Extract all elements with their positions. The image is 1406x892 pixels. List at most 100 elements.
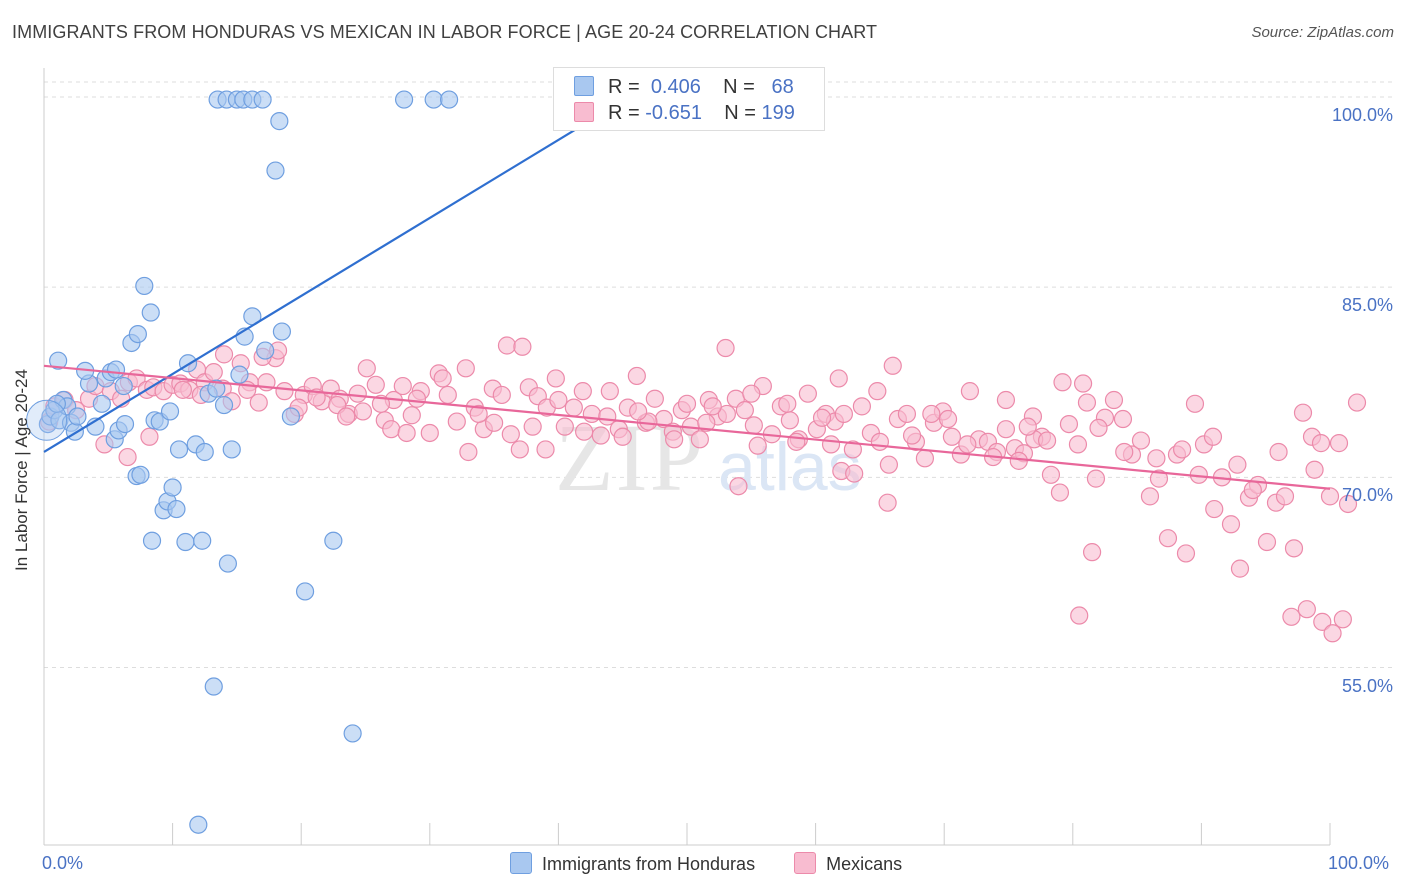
- mexican-point: [1185, 394, 1205, 413]
- mexican-point: [1077, 393, 1097, 412]
- mexican-point: [1293, 403, 1313, 422]
- honduras-point: [142, 531, 162, 550]
- honduras-point: [92, 394, 111, 413]
- r-label: R =: [608, 102, 640, 124]
- mexicans-n-value: 199: [761, 102, 795, 124]
- honduras-point: [394, 90, 414, 109]
- mexican-point: [1297, 600, 1316, 619]
- mexican-point: [1149, 469, 1169, 488]
- mexican-point: [627, 366, 646, 386]
- mexican-point: [1269, 442, 1288, 462]
- mexican-point: [1257, 532, 1277, 552]
- honduras-point: [47, 394, 66, 413]
- mexican-point: [843, 440, 862, 459]
- mexican-point: [382, 420, 401, 439]
- mexican-point: [1041, 465, 1061, 484]
- mexican-point: [1140, 487, 1160, 506]
- mexican-point: [1311, 434, 1331, 453]
- mexican-point: [942, 427, 962, 446]
- honduras-point: [128, 324, 147, 344]
- mexican-point: [1228, 455, 1247, 474]
- mexican-point: [598, 407, 617, 426]
- mexican-point: [275, 382, 294, 401]
- honduras-trend-line: [43, 96, 630, 453]
- mexican-point: [829, 369, 848, 388]
- mexican-point: [600, 382, 619, 401]
- y-tick-label: 55.0%: [1341, 675, 1393, 696]
- mexican-point: [371, 394, 391, 413]
- mexican-point: [665, 430, 684, 449]
- mexican-point: [1333, 610, 1352, 629]
- n-label: N =: [723, 76, 755, 98]
- mexican-point: [868, 382, 887, 401]
- mexican-point: [348, 384, 367, 403]
- mexican-point: [1284, 539, 1304, 558]
- mexican-point: [938, 409, 958, 429]
- mexican-point: [510, 440, 529, 459]
- honduras-point: [272, 322, 292, 341]
- y-tick-label: 100.0%: [1331, 105, 1393, 126]
- mexican-point: [118, 447, 137, 467]
- honduras-point: [295, 582, 315, 601]
- mexican-point: [513, 337, 532, 356]
- mexican-point: [1018, 417, 1037, 436]
- mexican-point: [629, 402, 648, 421]
- bottom-legend: Immigrants from Honduras Mexicans: [510, 852, 936, 875]
- mexican-point: [690, 430, 709, 449]
- mexican-point: [582, 404, 601, 424]
- trend-lines: [43, 96, 1331, 490]
- bottom-legend-mexicans[interactable]: Mexicans: [794, 852, 902, 875]
- mexican-point: [1305, 460, 1324, 479]
- mexican-point: [703, 397, 722, 416]
- mexican-point: [140, 427, 159, 446]
- mexican-point: [1221, 515, 1241, 534]
- mexican-point: [1082, 543, 1102, 562]
- mexican-point: [575, 422, 594, 441]
- mexican-point: [1147, 449, 1166, 468]
- mexican-point: [438, 385, 457, 405]
- mexican-point: [748, 436, 767, 455]
- mexicans-swatch: [574, 102, 594, 122]
- legend-row-mexicans: R = -0.651 N = 199: [574, 102, 795, 128]
- mexican-point: [852, 397, 871, 416]
- mexican-point: [433, 369, 452, 388]
- mexican-point: [812, 408, 832, 427]
- mexican-point: [1115, 442, 1134, 462]
- mexican-point: [870, 432, 890, 451]
- honduras-point: [131, 465, 150, 484]
- x-tick-min: 0.0%: [42, 853, 84, 873]
- honduras-point: [343, 724, 362, 743]
- mexicans-r-value: -0.651: [645, 102, 702, 124]
- mexican-point: [780, 411, 799, 430]
- mexican-point: [204, 363, 223, 382]
- mexican-point: [1104, 390, 1124, 410]
- r-label: R =: [608, 76, 640, 98]
- honduras-cluster-point: [26, 399, 68, 441]
- mexican-point: [996, 420, 1016, 439]
- mexican-point: [1282, 607, 1301, 626]
- mexican-point: [902, 426, 922, 445]
- honduras-point: [266, 161, 285, 180]
- honduras-point: [207, 379, 226, 398]
- n-label: N =: [724, 102, 756, 124]
- bottom-legend-honduras[interactable]: Immigrants from Honduras: [510, 852, 755, 875]
- watermark-zip: ZIP: [555, 404, 705, 511]
- honduras-point: [256, 341, 275, 360]
- mexican-point: [883, 356, 902, 375]
- mexican-point: [1173, 440, 1192, 459]
- mexican-point: [778, 394, 797, 413]
- mexican-point: [922, 404, 941, 424]
- mexican-point: [645, 389, 664, 408]
- honduras-point: [114, 376, 133, 396]
- mexican-point: [1089, 418, 1108, 438]
- honduras-n-value: 68: [771, 76, 794, 98]
- mexican-point: [878, 493, 897, 512]
- mexican-point: [397, 423, 416, 443]
- honduras-point: [230, 365, 249, 384]
- mexican-point: [497, 336, 517, 355]
- honduras-point: [160, 402, 180, 421]
- mexican-point: [958, 435, 977, 454]
- legend-box: R = 0.406 N = 68 R = -0.651 N = 199: [553, 67, 825, 131]
- honduras-point: [218, 554, 237, 573]
